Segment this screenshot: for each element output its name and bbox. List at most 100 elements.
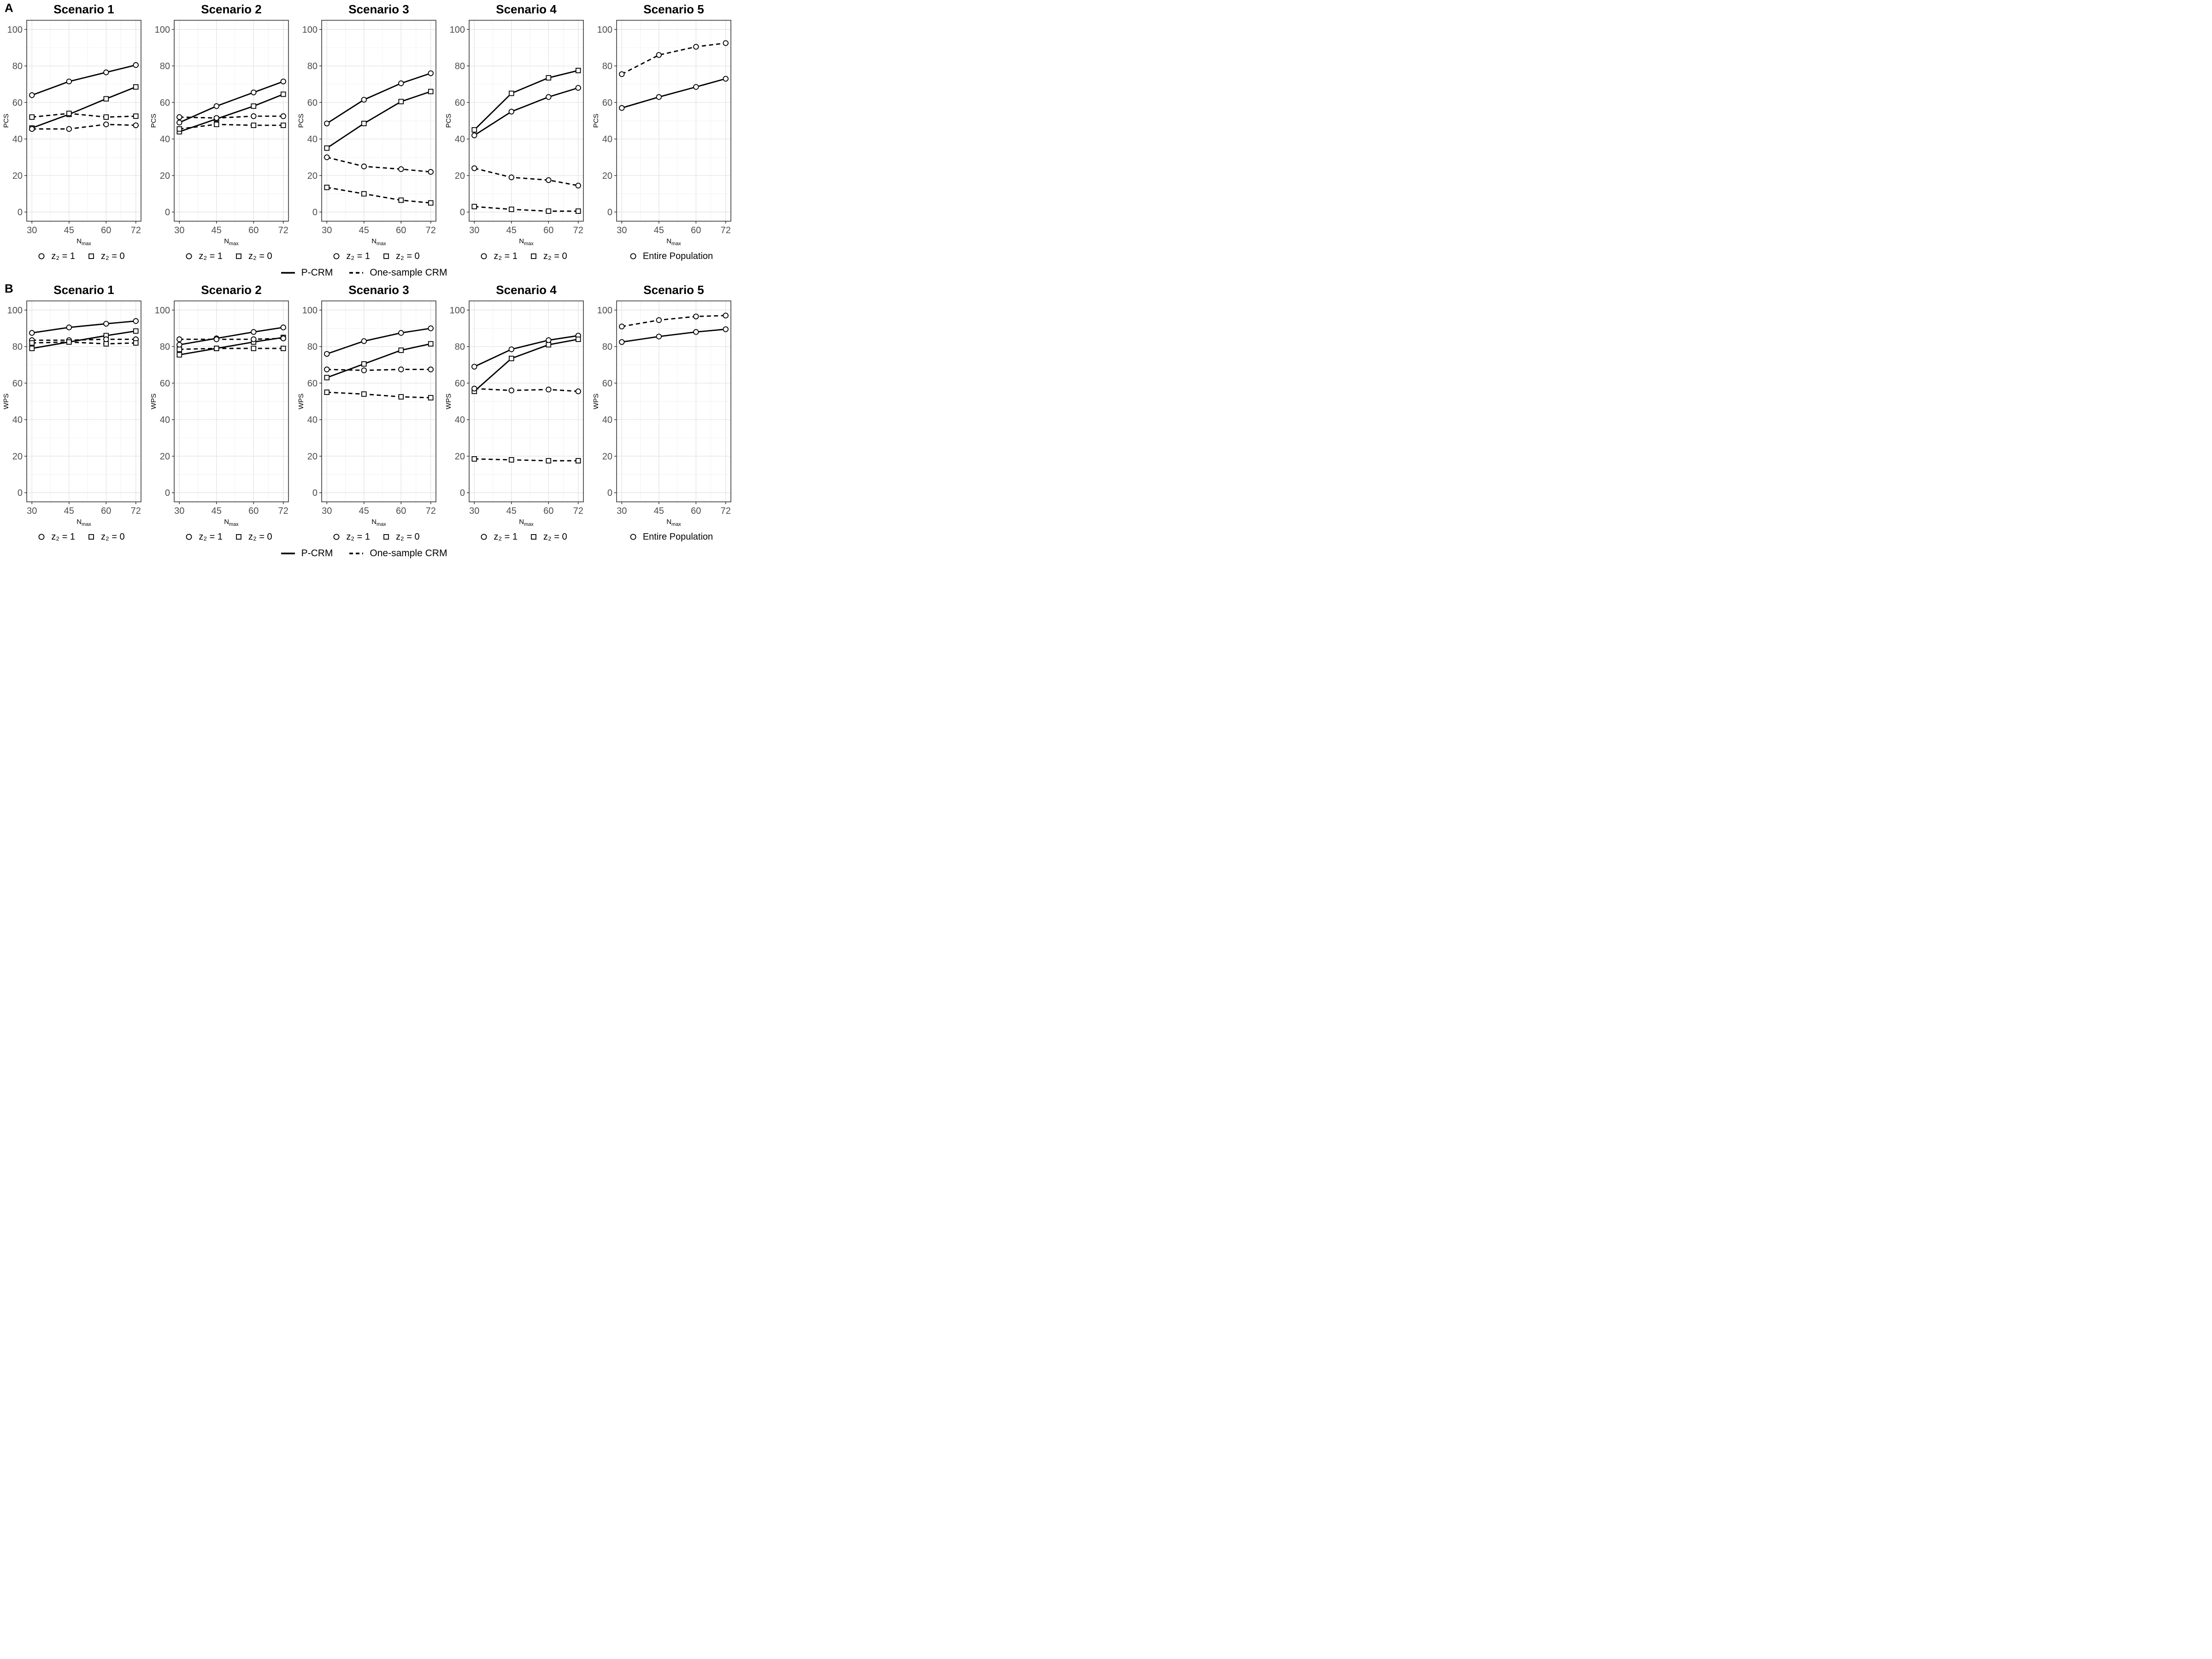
circle-marker (324, 351, 330, 357)
square-marker-icon (383, 534, 389, 540)
row-B: B Scenario 1 WPS 0 20 40 60 80 100 30 45 60 72 Nmax z… (0, 281, 737, 561)
scenario-plot: 0 20 40 60 80 100 30 45 60 72 (450, 20, 584, 235)
scenario-plot: 0 20 40 60 80 100 30 45 60 72 (597, 300, 731, 516)
y-tick-label: 0 (18, 488, 23, 498)
circle-marker (428, 70, 434, 76)
series-line (474, 87, 579, 136)
panel-title: Scenario 4 (496, 283, 557, 297)
y-tick-label: 0 (18, 207, 23, 218)
series-line (32, 320, 136, 334)
square-marker (213, 346, 219, 351)
scenario-plot: 0 20 40 60 80 100 30 45 60 72 (7, 20, 141, 235)
x-tick-label: 30 (469, 506, 479, 516)
circle-marker (280, 324, 286, 330)
circle-marker-icon (38, 253, 45, 259)
circle-marker (508, 174, 514, 181)
square-marker (471, 204, 477, 210)
square-marker (280, 91, 286, 97)
circle-marker (619, 324, 625, 329)
y-tick-label: 60 (160, 378, 170, 388)
square-marker (546, 208, 552, 214)
x-tick-label: 72 (131, 225, 141, 235)
y-tick-label: 0 (607, 488, 612, 498)
circle-marker (398, 166, 404, 172)
legend-label: z₂ = 0 (248, 251, 272, 261)
square-marker (133, 328, 139, 334)
legend-label: z₂ = 1 (199, 251, 223, 261)
square-marker (213, 122, 219, 127)
circle-marker (398, 366, 404, 372)
square-marker (251, 123, 257, 128)
circle-marker (656, 317, 662, 323)
x-tick-label: 30 (322, 225, 332, 235)
circle-marker (133, 318, 139, 324)
square-marker (398, 347, 404, 353)
circle-marker (29, 92, 35, 98)
x-axis-label: Nmax (371, 237, 386, 247)
y-tick-label: 80 (455, 342, 465, 352)
circle-marker (508, 388, 514, 394)
legend-label: Entire Population (642, 251, 713, 261)
y-tick-label: 80 (160, 61, 170, 71)
y-tick-label: 100 (597, 25, 612, 35)
circle-marker-icon (333, 534, 340, 540)
circle-marker (575, 182, 581, 188)
circle-marker (66, 78, 72, 84)
circle-marker (361, 338, 367, 344)
square-marker (176, 126, 182, 132)
x-tick-label: 72 (278, 225, 288, 235)
y-tick-label: 80 (12, 342, 23, 352)
square-marker (251, 346, 257, 351)
circle-marker (619, 71, 625, 77)
circle-marker-icon (333, 253, 340, 259)
x-tick-label: 60 (101, 506, 111, 516)
x-axis-label: Nmax (224, 518, 239, 527)
x-tick-label: 45 (506, 506, 517, 516)
square-marker (251, 103, 257, 109)
circle-marker (471, 364, 477, 370)
y-tick-label: 20 (307, 171, 318, 181)
circle-marker (398, 330, 404, 336)
row-b-panels: Scenario 1 WPS 0 20 40 60 80 100 30 45 60 72 Nmax z₂ … (0, 282, 737, 546)
marker-legend: z₂ = 1 z₂ = 0 (0, 528, 147, 546)
circle-marker (251, 336, 257, 342)
x-tick-label: 72 (721, 225, 731, 235)
panel-title: Scenario 1 (53, 283, 114, 297)
series-line (32, 341, 136, 345)
series-line (326, 91, 431, 149)
circle-marker (428, 366, 434, 372)
legend-label: z₂ = 0 (543, 531, 567, 542)
circle-marker (619, 105, 625, 111)
legend-label: z₂ = 0 (248, 531, 272, 542)
x-tick-label: 72 (573, 225, 583, 235)
marker-legend: z₂ = 1 z₂ = 0 (147, 528, 295, 546)
circle-marker (723, 326, 729, 332)
y-tick-label: 60 (12, 378, 23, 388)
y-tick-label: 20 (12, 171, 23, 181)
marker-legend: z₂ = 1 z₂ = 0 (295, 247, 442, 265)
square-marker (508, 356, 514, 361)
y-tick-label: 0 (165, 207, 170, 218)
series-line (179, 81, 284, 124)
circle-marker (66, 324, 72, 330)
circle-marker (575, 388, 581, 394)
legend-label: z₂ = 0 (101, 251, 125, 261)
circle-marker (428, 325, 434, 331)
y-tick-label: 20 (12, 452, 23, 462)
y-tick-label: 0 (607, 207, 612, 218)
x-tick-label: 30 (174, 225, 184, 235)
circle-marker (251, 113, 257, 119)
square-marker (575, 336, 581, 342)
y-tick-label: 60 (160, 98, 170, 108)
circle-marker (546, 94, 552, 100)
square-marker (176, 347, 182, 352)
x-tick-label: 72 (278, 506, 288, 516)
series-line (31, 86, 136, 129)
series-line (327, 369, 431, 371)
y-tick-label: 60 (12, 98, 23, 108)
y-axis-label: PCS (297, 113, 305, 128)
circle-marker (361, 97, 367, 103)
circle-marker (324, 366, 330, 372)
marker-legend: z₂ = 1 z₂ = 0 (442, 247, 590, 265)
row-A: A Scenario 1 PCS 0 20 40 60 80 100 30 45 60 72 Nmax z… (0, 0, 737, 281)
